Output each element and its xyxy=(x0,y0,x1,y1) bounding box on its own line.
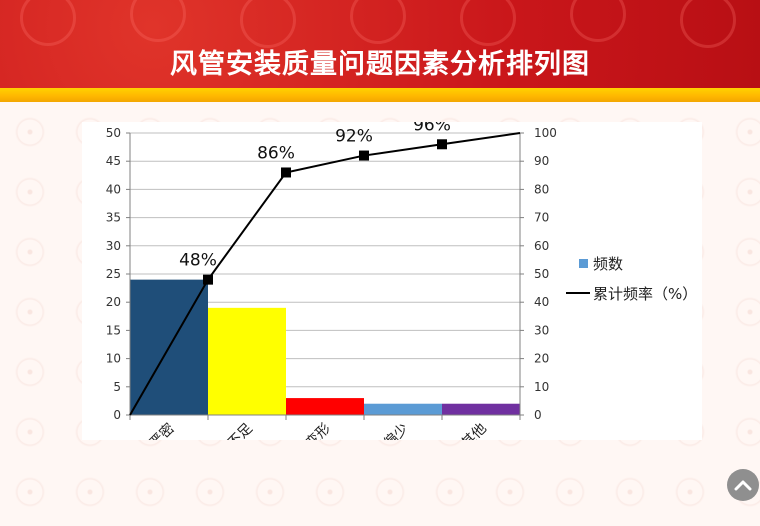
x-category-label: 风管平整度不足 xyxy=(175,421,256,440)
y-right-tick-label: 80 xyxy=(534,182,549,196)
legend-line-swatch xyxy=(566,292,590,294)
y-left-tick-label: 45 xyxy=(106,154,121,168)
y-left-tick-label: 25 xyxy=(106,267,121,281)
y-left-tick-label: 30 xyxy=(106,239,121,253)
line-marker xyxy=(437,139,447,150)
y-right-tick-label: 40 xyxy=(534,295,549,309)
y-left-tick-label: 50 xyxy=(106,126,121,140)
chevron-up-icon xyxy=(734,480,752,491)
x-category-label: 其他 xyxy=(459,421,490,440)
data-label: 48% xyxy=(179,251,217,271)
x-category-label: 风管支吊架偏少 xyxy=(331,421,412,440)
y-right-tick-label: 60 xyxy=(534,239,549,253)
y-right-tick-label: 30 xyxy=(534,323,549,337)
legend-line-label: 累计频率（%） xyxy=(593,284,698,303)
legend-swatch xyxy=(579,258,588,268)
scroll-to-top-button[interactable] xyxy=(727,469,759,501)
y-right-tick-label: 10 xyxy=(534,380,549,394)
bar xyxy=(442,403,520,415)
bar xyxy=(286,398,364,415)
bar xyxy=(364,403,442,415)
page-title: 风管安装质量问题因素分析排列图 xyxy=(170,49,590,80)
y-right-tick-label: 0 xyxy=(534,408,542,422)
y-left-tick-label: 40 xyxy=(106,182,121,196)
cumulative-line xyxy=(129,132,521,416)
chart-area: 0 5 10 15 20 25 30 35 40 45 50 0 10 20 30 40 50 60 70 80 90 1… xyxy=(82,122,702,440)
y-left-tick-label: 10 xyxy=(106,352,121,366)
y-right-tick-label: 20 xyxy=(534,352,549,366)
bar xyxy=(208,307,286,415)
header-banner: 风管安装质量问题因素分析排列图 xyxy=(0,0,760,92)
legend-bar-label: 频数 xyxy=(593,254,624,273)
data-label: 92% xyxy=(335,127,373,147)
line-marker xyxy=(359,150,369,161)
line-marker xyxy=(281,167,291,178)
y-left-tick-label: 35 xyxy=(106,211,121,225)
pareto-chart: 0 5 10 15 20 25 30 35 40 45 50 0 10 20 30 40 50 60 70 80 90 1… xyxy=(97,122,557,440)
y-right-tick-label: 90 xyxy=(534,154,549,168)
chart-legend: 频数 累计频率（%） xyxy=(566,248,697,308)
x-category-label: 风管变形 xyxy=(283,421,334,440)
header-pattern xyxy=(0,0,760,92)
data-label: 86% xyxy=(257,143,295,163)
y-left-tick-label: 15 xyxy=(106,323,121,337)
data-label: 96% xyxy=(413,122,451,135)
gold-divider xyxy=(0,88,760,102)
legend-item-line: 累计频率（%） xyxy=(566,278,697,308)
y-left-tick-label: 0 xyxy=(113,408,121,422)
y-right-tick-label: 70 xyxy=(534,211,549,225)
legend-item-bar: 频数 xyxy=(566,248,697,278)
y-right-tick-label: 50 xyxy=(534,267,549,281)
line-marker xyxy=(203,274,213,285)
y-left-tick-label: 5 xyxy=(113,380,121,394)
y-right-tick-label: 100 xyxy=(534,126,557,140)
x-category-label: 风管连接不严密 xyxy=(97,420,178,440)
y-left-tick-label: 20 xyxy=(106,295,121,309)
